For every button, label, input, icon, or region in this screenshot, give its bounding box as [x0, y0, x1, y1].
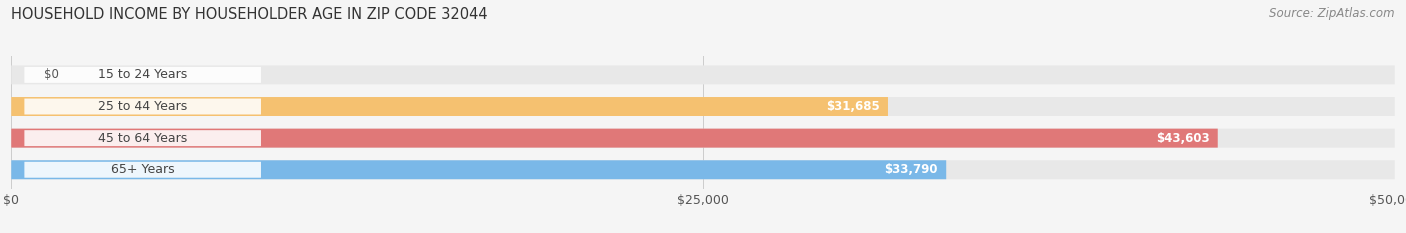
Text: Source: ZipAtlas.com: Source: ZipAtlas.com [1270, 7, 1395, 20]
Text: 15 to 24 Years: 15 to 24 Years [98, 69, 187, 81]
Text: $31,685: $31,685 [825, 100, 880, 113]
FancyBboxPatch shape [24, 67, 262, 83]
FancyBboxPatch shape [11, 97, 1395, 116]
Text: $33,790: $33,790 [884, 163, 938, 176]
Text: 65+ Years: 65+ Years [111, 163, 174, 176]
FancyBboxPatch shape [24, 99, 262, 114]
FancyBboxPatch shape [11, 97, 889, 116]
FancyBboxPatch shape [11, 65, 1395, 84]
Text: $0: $0 [45, 69, 59, 81]
Text: 25 to 44 Years: 25 to 44 Years [98, 100, 187, 113]
FancyBboxPatch shape [24, 162, 262, 178]
FancyBboxPatch shape [11, 129, 1395, 148]
FancyBboxPatch shape [24, 130, 262, 146]
FancyBboxPatch shape [11, 129, 1218, 148]
FancyBboxPatch shape [11, 160, 1395, 179]
Text: 45 to 64 Years: 45 to 64 Years [98, 132, 187, 145]
Text: HOUSEHOLD INCOME BY HOUSEHOLDER AGE IN ZIP CODE 32044: HOUSEHOLD INCOME BY HOUSEHOLDER AGE IN Z… [11, 7, 488, 22]
Text: $43,603: $43,603 [1156, 132, 1209, 145]
FancyBboxPatch shape [11, 160, 946, 179]
